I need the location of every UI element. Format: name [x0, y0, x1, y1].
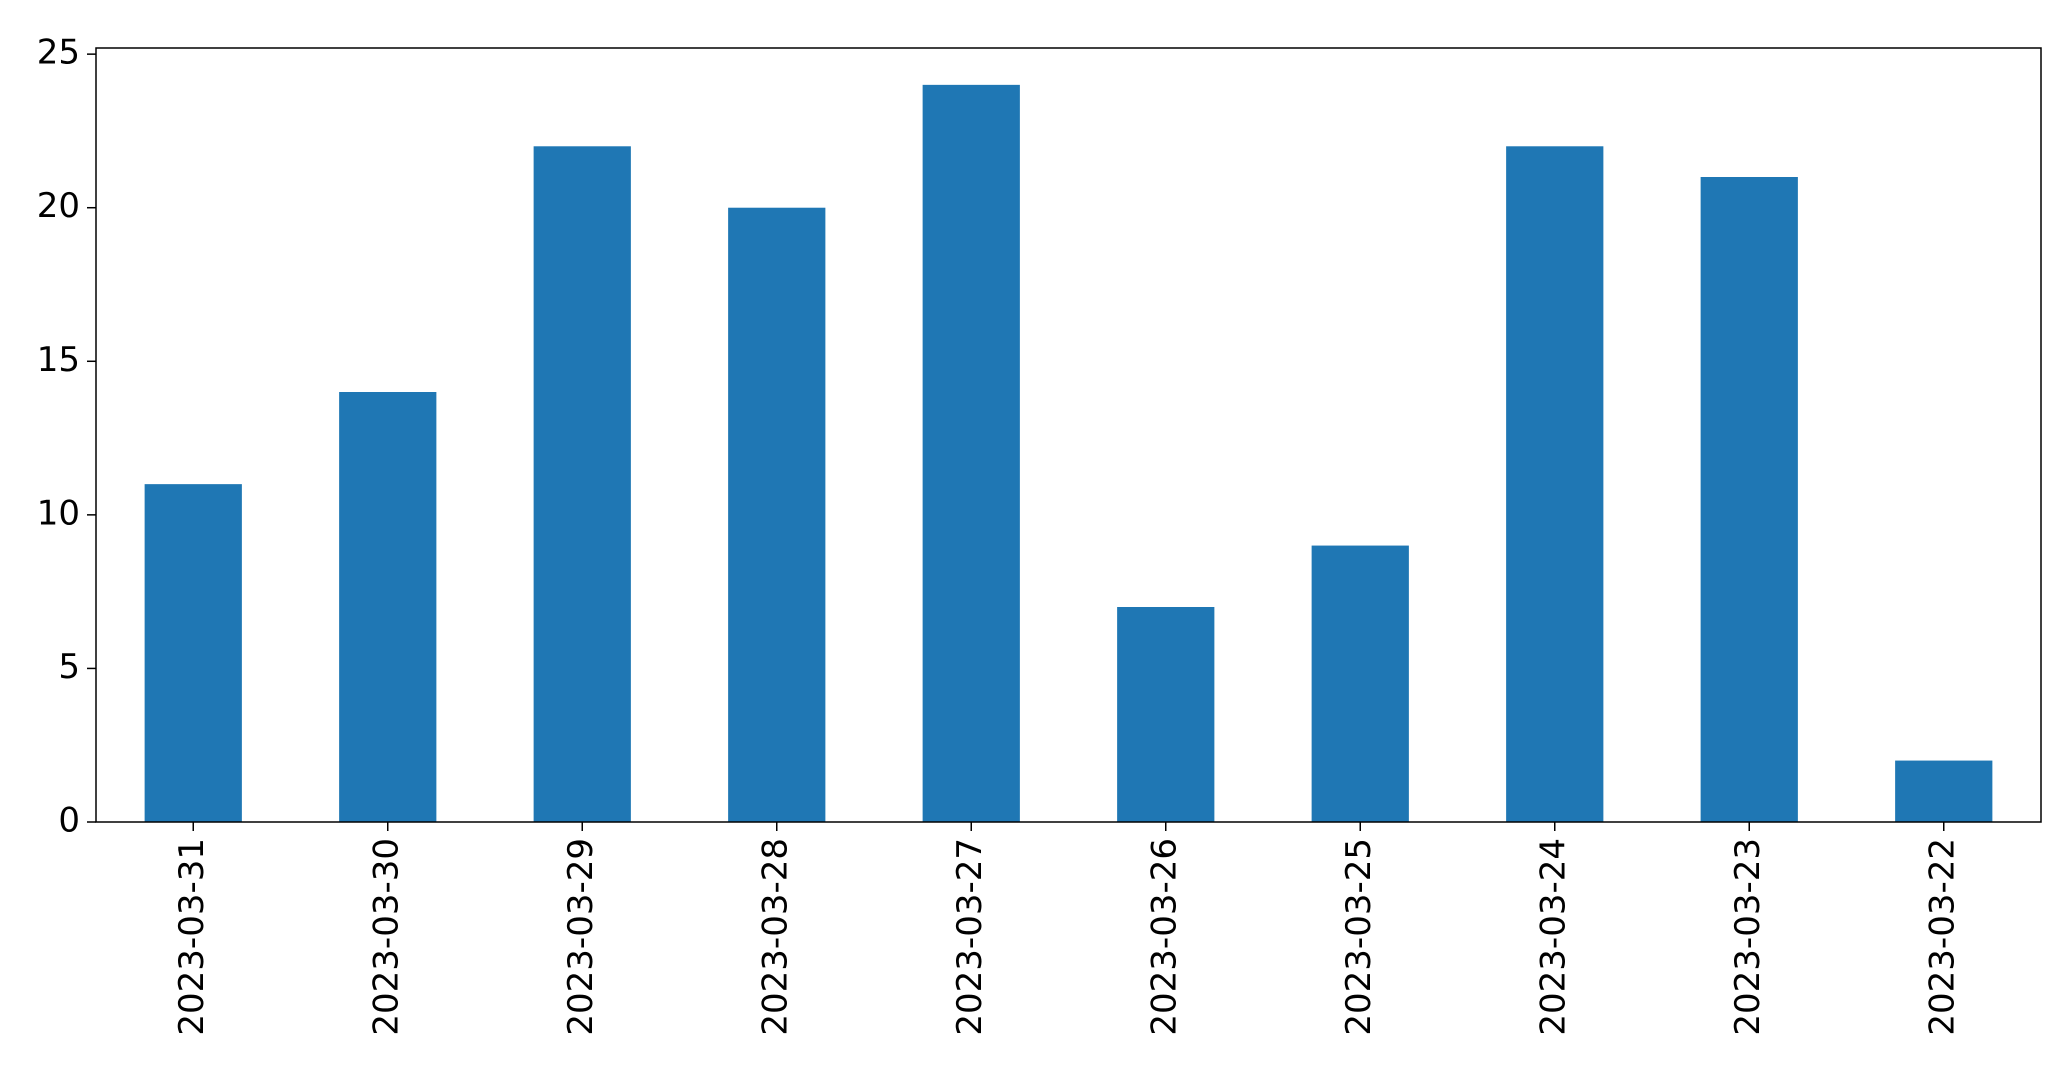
bar [1895, 760, 1993, 822]
x-tick-label: 2023-03-22 [1922, 838, 1962, 1036]
x-tick-label: 2023-03-27 [950, 838, 990, 1036]
y-tick-label: 25 [37, 33, 80, 73]
bar [1311, 545, 1409, 822]
bar [922, 84, 1020, 823]
x-tick-label: 2023-03-25 [1339, 838, 1379, 1036]
x-tick-label: 2023-03-30 [366, 838, 406, 1036]
bar [339, 392, 437, 822]
bar [1700, 177, 1798, 822]
x-tick-label: 2023-03-26 [1144, 838, 1184, 1036]
y-tick-label: 0 [58, 801, 80, 841]
bar [1506, 146, 1604, 823]
bar [144, 484, 242, 822]
y-tick-label: 10 [37, 493, 80, 533]
x-tick-label: 2023-03-28 [755, 838, 795, 1036]
x-tick-label: 2023-03-23 [1728, 838, 1768, 1036]
plot-frame [95, 47, 2042, 823]
x-tick-label: 2023-03-29 [561, 838, 601, 1036]
x-tick-label: 2023-03-24 [1533, 838, 1573, 1036]
bar [728, 207, 826, 822]
y-tick-label: 15 [37, 340, 80, 380]
y-tick-label: 20 [37, 186, 80, 226]
bar [1117, 607, 1215, 822]
bar [533, 146, 631, 823]
y-tick-label: 5 [58, 647, 80, 687]
x-tick-label: 2023-03-31 [172, 838, 212, 1036]
